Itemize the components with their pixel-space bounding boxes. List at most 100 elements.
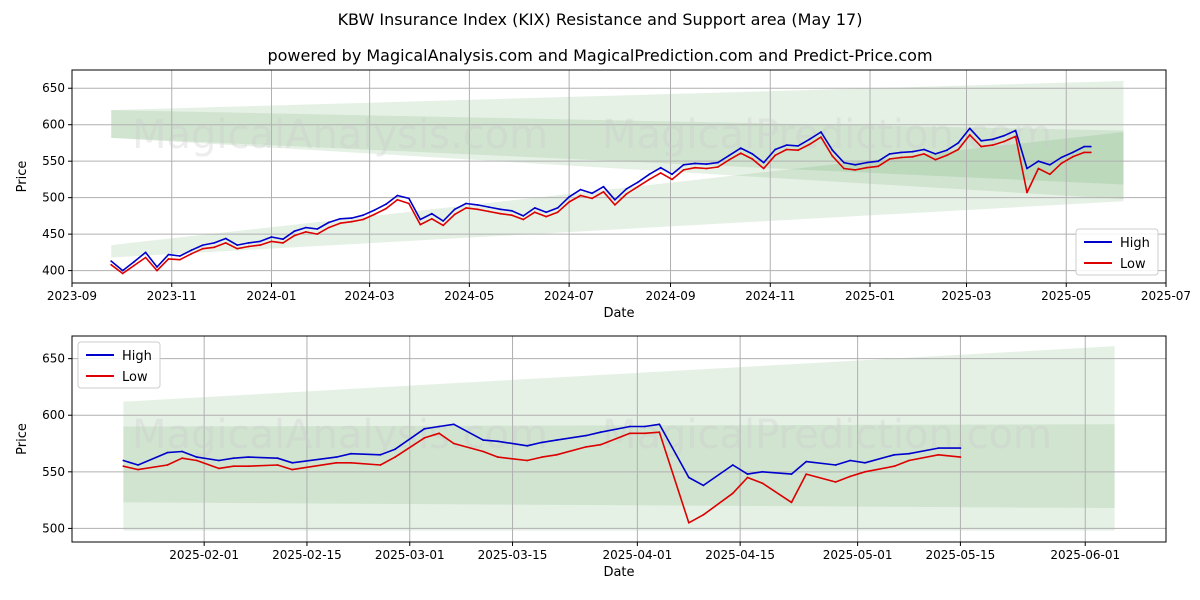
data-point-high xyxy=(602,185,605,188)
y-tick-label: 400 xyxy=(42,264,65,278)
data-point-high xyxy=(751,153,754,155)
data-point-low xyxy=(820,136,822,139)
data-point-high xyxy=(888,153,891,155)
x-tick-label: 2023-11 xyxy=(147,289,197,303)
data-point-high xyxy=(423,427,426,430)
chart-subtitle: powered by MagicalAnalysis.com and Magic… xyxy=(267,46,933,65)
x-tick-label: 2025-03-15 xyxy=(478,548,548,562)
x-axis-label: Date xyxy=(603,306,634,321)
data-point-low xyxy=(179,258,181,261)
data-point-high xyxy=(247,456,250,458)
data-point-low xyxy=(156,269,158,272)
data-point-high xyxy=(717,161,719,164)
x-tick-label: 2023-09 xyxy=(47,289,97,303)
data-point-low xyxy=(232,465,235,468)
data-point-low xyxy=(276,464,279,466)
data-point-high xyxy=(908,452,910,455)
x-tick-label: 2025-07 xyxy=(1141,289,1191,303)
data-point-high xyxy=(797,145,799,147)
data-point-low xyxy=(790,501,793,504)
data-point-high xyxy=(362,214,364,217)
x-tick-label: 2025-01 xyxy=(845,289,895,303)
data-point-low xyxy=(110,263,113,266)
data-point-high xyxy=(533,207,536,209)
data-point-high xyxy=(1049,163,1051,166)
data-point-low xyxy=(629,432,631,435)
data-point-low xyxy=(946,154,948,157)
data-point-high xyxy=(327,221,330,224)
data-point-low xyxy=(419,223,422,226)
data-point-low xyxy=(181,457,184,460)
data-point-low xyxy=(442,224,445,227)
data-point-high xyxy=(181,450,184,453)
data-point-high xyxy=(291,461,294,464)
data-point-low xyxy=(687,521,690,524)
data-point-low xyxy=(808,143,811,146)
data-point-high xyxy=(625,188,628,190)
data-point-high xyxy=(790,473,793,475)
data-point-high xyxy=(276,457,279,460)
data-point-low xyxy=(959,456,962,458)
y-tick-label: 500 xyxy=(42,521,65,535)
data-point-high xyxy=(555,439,558,441)
data-point-high xyxy=(864,461,866,464)
data-point-low xyxy=(236,247,239,250)
data-point-high xyxy=(482,439,485,441)
data-point-low xyxy=(394,456,396,458)
data-point-low xyxy=(805,473,808,475)
data-point-low xyxy=(430,217,433,220)
data-point-high xyxy=(820,131,822,133)
data-point-low xyxy=(327,226,330,229)
data-point-low xyxy=(526,459,529,462)
data-point-low xyxy=(339,222,342,225)
data-point-high xyxy=(465,202,467,205)
data-point-low xyxy=(591,197,593,200)
data-point-low xyxy=(602,190,605,193)
data-point-low xyxy=(636,185,639,188)
data-point-high xyxy=(1060,156,1063,159)
y-tick-label: 450 xyxy=(42,227,65,241)
data-point-high xyxy=(585,434,587,437)
y-tick-label: 650 xyxy=(42,81,65,95)
x-tick-label: 2024-07 xyxy=(544,289,594,303)
data-point-high xyxy=(854,163,857,166)
data-point-high xyxy=(545,211,548,214)
x-tick-label: 2024-09 xyxy=(645,289,695,303)
data-point-high xyxy=(144,251,147,254)
x-tick-label: 2024-03 xyxy=(345,289,395,303)
data-point-high xyxy=(893,453,896,456)
plot-frame xyxy=(71,69,1167,284)
data-point-low xyxy=(694,166,696,169)
data-point-high xyxy=(137,464,140,466)
legend-label-low: Low xyxy=(1120,257,1146,272)
data-point-high xyxy=(831,149,834,152)
data-point-high xyxy=(122,459,125,462)
data-point-low xyxy=(908,459,910,462)
data-point-high xyxy=(636,181,639,184)
data-point-low xyxy=(1089,151,1092,154)
y-tick-label: 600 xyxy=(42,408,65,422)
data-point-low xyxy=(497,456,499,458)
data-point-high xyxy=(746,473,749,475)
data-point-high xyxy=(687,476,690,479)
data-point-low xyxy=(761,482,764,484)
data-point-high xyxy=(761,470,764,473)
data-point-high xyxy=(430,212,433,215)
data-point-high xyxy=(705,163,708,166)
data-point-high xyxy=(843,161,845,164)
data-point-high xyxy=(282,238,284,241)
data-point-low xyxy=(452,442,455,445)
data-point-high xyxy=(629,425,631,428)
data-point-low xyxy=(476,208,479,211)
data-point-low xyxy=(937,453,940,456)
data-point-high xyxy=(224,237,227,240)
data-point-high xyxy=(259,240,261,243)
data-point-low xyxy=(488,210,490,213)
data-point-high xyxy=(121,269,124,272)
data-point-high xyxy=(270,236,273,238)
data-point-low xyxy=(659,172,662,174)
data-point-high xyxy=(694,162,696,165)
data-point-low xyxy=(304,231,307,233)
data-point-high xyxy=(396,194,399,197)
data-point-low xyxy=(533,211,536,214)
